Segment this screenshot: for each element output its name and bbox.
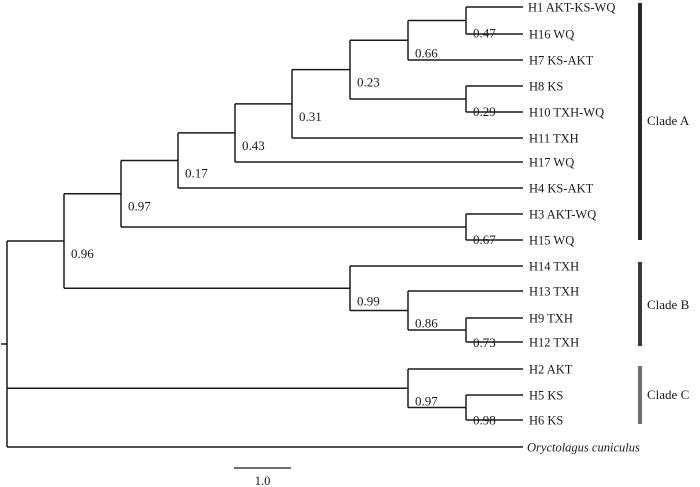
clade-b-label: Clade B bbox=[647, 297, 690, 312]
taxon-label-h10: H10 TXH-WQ bbox=[529, 106, 604, 120]
taxon-label-h3: H3 AKT-WQ bbox=[529, 208, 596, 222]
support-value-n-h5-h6: 0.98 bbox=[473, 413, 496, 428]
support-value-n-h1-h11: 0.31 bbox=[299, 109, 322, 124]
clade-c-label: Clade C bbox=[647, 387, 689, 402]
taxon-label-h16: H16 WQ bbox=[529, 28, 574, 42]
clade-a-label: Clade A bbox=[647, 113, 690, 128]
clade-brackets: Clade A Clade B Clade C bbox=[638, 3, 690, 424]
support-value-n-h8-h10: 0.29 bbox=[473, 104, 496, 119]
taxon-label-h6: H6 KS bbox=[529, 414, 563, 428]
support-value-n-h1-h16: 0.47 bbox=[473, 26, 496, 41]
taxon-label-h1: H1 AKT-KS-WQ bbox=[528, 1, 615, 15]
support-value-n-h3-h15: 0.67 bbox=[473, 232, 496, 247]
support-value-n-cladeC: 0.97 bbox=[415, 393, 438, 408]
taxon-label-h8: H8 KS bbox=[529, 80, 563, 94]
taxon-label-h14: H14 TXH bbox=[529, 260, 579, 274]
support-value-n-cladeA: 0.97 bbox=[128, 199, 151, 214]
support-values: 0.47 0.66 0.29 0.23 0.31 0.43 0.17 0.67 0.97 0.96… bbox=[71, 26, 496, 428]
taxon-label-h2: H2 AKT bbox=[529, 363, 573, 377]
taxon-label-h7: H7 KS-AKT bbox=[529, 54, 594, 68]
tree-branches bbox=[1, 6, 523, 448]
support-value-n-h1-h4: 0.17 bbox=[185, 165, 208, 180]
support-value-n-h13-h12: 0.86 bbox=[415, 316, 438, 331]
scale-bar-group: 1.0 bbox=[234, 467, 291, 487]
taxon-labels: H1 AKT-KS-WQ H16 WQ H7 KS-AKT H8 KS H10 TXH-… bbox=[527, 1, 640, 455]
support-value-n-AB: 0.96 bbox=[71, 246, 94, 261]
support-value-n-h1-h7: 0.66 bbox=[415, 45, 438, 60]
support-value-n-h1-h17: 0.43 bbox=[242, 138, 265, 153]
support-value-n-h1-h10: 0.23 bbox=[357, 75, 380, 90]
taxon-label-h13: H13 TXH bbox=[529, 285, 579, 299]
taxon-label-h5: H5 KS bbox=[529, 389, 563, 403]
taxon-label-h11: H11 TXH bbox=[529, 132, 579, 146]
support-value-n-cladeB: 0.99 bbox=[357, 293, 380, 308]
taxon-label-h17: H17 WQ bbox=[529, 156, 574, 170]
support-value-n-h9-h12: 0.73 bbox=[473, 335, 496, 350]
taxon-label-h4: H4 KS-AKT bbox=[529, 182, 594, 196]
taxon-label-out: Oryctolagus cuniculus bbox=[527, 441, 640, 455]
taxon-label-h15: H15 WQ bbox=[529, 234, 574, 248]
scale-bar-label: 1.0 bbox=[255, 474, 271, 487]
taxon-label-h12: H12 TXH bbox=[529, 336, 579, 350]
taxon-label-h9: H9 TXH bbox=[529, 312, 573, 326]
